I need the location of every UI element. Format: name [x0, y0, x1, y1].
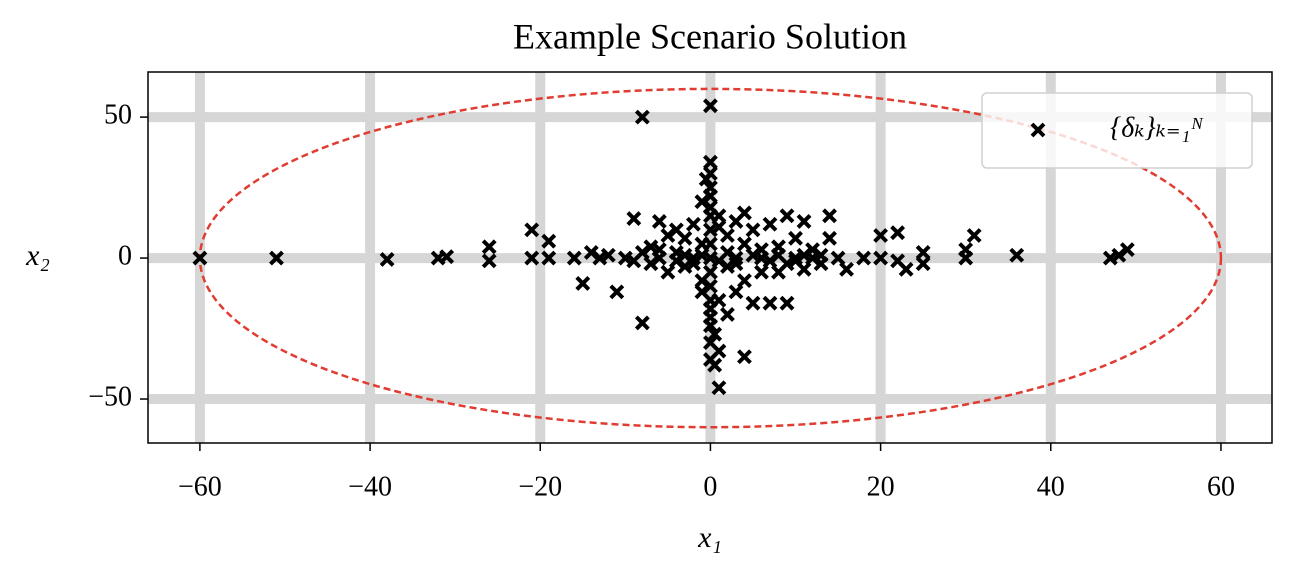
x-tick-label: 40: [1037, 471, 1065, 502]
point: [192, 250, 208, 266]
point: [541, 233, 557, 249]
point: [779, 295, 795, 311]
legend-box: [981, 92, 1253, 169]
point: [711, 219, 727, 235]
point: [711, 380, 727, 396]
x-tick-label: 60: [1207, 471, 1235, 502]
point: [694, 194, 710, 210]
point: [694, 284, 710, 300]
point: [915, 245, 931, 260]
x-tick-label: 20: [867, 471, 895, 502]
point: [796, 214, 812, 229]
point: [703, 188, 718, 204]
point: [1009, 247, 1025, 263]
point: [813, 247, 829, 263]
point: [762, 216, 778, 232]
point: [745, 295, 761, 311]
point: [745, 247, 761, 263]
point: [643, 256, 659, 272]
point: [737, 205, 752, 221]
legend-label: {δₖ}ₖ₌₁ᴺ: [1110, 112, 1204, 143]
point: [439, 249, 455, 265]
point: [873, 228, 889, 243]
point: [651, 214, 667, 229]
point: [737, 273, 752, 289]
point: [711, 343, 727, 359]
point: [856, 250, 871, 266]
point: [788, 230, 803, 246]
point: [822, 208, 837, 224]
y-axis-label: x₂: [25, 239, 50, 272]
point: [762, 295, 778, 311]
point: [481, 253, 497, 269]
point: [720, 307, 735, 322]
point: [634, 315, 650, 331]
y-tick-label: 0: [118, 240, 132, 271]
point: [703, 309, 718, 325]
point: [575, 276, 591, 291]
point: [958, 242, 974, 258]
point: [1119, 242, 1135, 258]
point: [703, 98, 718, 114]
point: [524, 250, 540, 266]
point: [677, 230, 693, 246]
point: [762, 253, 778, 269]
point: [524, 222, 540, 238]
point: [703, 154, 718, 170]
point: [694, 247, 710, 263]
point: [915, 256, 931, 272]
axes-frame: [147, 71, 1273, 444]
point: [966, 228, 982, 243]
x-tick-label: 0: [703, 471, 717, 502]
point: [779, 208, 795, 224]
point: [873, 250, 889, 266]
y-tick-label: −50: [88, 381, 132, 412]
point: [668, 253, 684, 269]
point: [890, 225, 906, 241]
point: [707, 357, 723, 373]
point: [698, 171, 714, 187]
x-tick-label: −20: [518, 471, 562, 502]
point: [566, 250, 582, 266]
x-axis-label: x₁: [697, 521, 722, 554]
point: [269, 250, 284, 266]
point: [1111, 247, 1127, 263]
point: [541, 250, 557, 266]
point: [660, 228, 676, 243]
chart-title: Example Scenario Solution: [513, 16, 907, 56]
point: [796, 247, 812, 263]
point: [379, 252, 395, 267]
point: [481, 239, 497, 255]
point: [822, 230, 837, 246]
y-tick-label: 50: [104, 100, 132, 131]
point: [583, 245, 599, 260]
point: [788, 253, 803, 269]
point: [626, 211, 642, 227]
point: [737, 349, 752, 365]
x-tick-label: −40: [348, 471, 392, 502]
x-tick-label: −60: [178, 471, 222, 502]
point: [634, 109, 650, 125]
point: [703, 278, 718, 294]
point: [745, 222, 761, 238]
point: [898, 261, 914, 277]
plot-area: [192, 87, 1223, 429]
legend-marker: [1030, 122, 1046, 138]
point: [609, 284, 625, 300]
point: [707, 326, 723, 342]
legend: {δₖ}ₖ₌₁ᴺ: [981, 92, 1253, 169]
axes: −60 −40 −20 0 20 40 60 −50 0 50: [88, 71, 1273, 502]
point: [839, 261, 854, 277]
point: [685, 216, 701, 232]
point: [600, 247, 616, 263]
point: [728, 256, 744, 272]
point: [651, 242, 667, 258]
